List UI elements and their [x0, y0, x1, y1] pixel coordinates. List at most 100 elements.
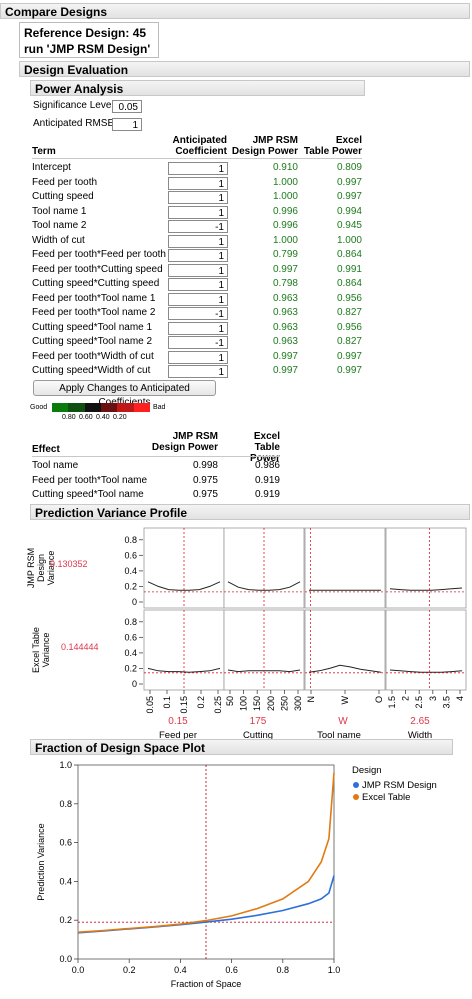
term-cell: Feed per tooth*Tool name 1: [32, 292, 156, 304]
legend-swatch: [52, 403, 69, 412]
coefficient-input[interactable]: 1: [168, 278, 228, 291]
fds-legend-label: Excel Table: [362, 792, 410, 803]
table-row: Feed per tooth*Tool name 2 -1 0.963 0.827: [32, 306, 362, 320]
coefficient-input[interactable]: 1: [168, 205, 228, 219]
table-row: Tool name 0.998 0.986: [32, 459, 282, 473]
pvp-factor-name: Tool name: [317, 730, 361, 741]
fds-ytick-label: 0.2: [59, 915, 72, 925]
fds-legend-label: JMP RSM Design: [362, 780, 437, 791]
header-rule: [32, 158, 362, 159]
excel-power-cell: 0.864: [336, 249, 362, 260]
table-row: Feed per tooth*Tool name 1 1 0.963 0.956: [32, 292, 362, 306]
pvp-row1-label-line: JMP RSM: [26, 548, 36, 588]
table-row: Cutting speed*Cutting speed 1 0.798 0.864: [32, 277, 362, 291]
excel-power-cell: 0.956: [336, 292, 362, 304]
pvp-panel: [385, 609, 467, 691]
effects-header-effect[interactable]: Effect: [32, 444, 60, 455]
power-color-legend: [52, 403, 150, 412]
fds-header[interactable]: Fraction of Design Space Plot: [30, 739, 453, 755]
fds-ytick-label: 0.4: [59, 876, 72, 886]
legend-good-label: Good: [30, 404, 48, 411]
pvp-xtick-label: 150: [252, 696, 262, 711]
pvp-factor-value: W: [338, 716, 348, 727]
power-analysis-header[interactable]: Power Analysis: [30, 80, 365, 96]
pvp-ytick-label: 0.2: [124, 663, 137, 673]
pvp-xtick-label: 0.25: [213, 696, 223, 714]
term-cell: Cutting speed*Tool name 2: [32, 336, 153, 347]
pvp-xtick-label: 1.5: [387, 696, 397, 709]
fds-legend-marker: [353, 782, 359, 788]
effects-header-jmp[interactable]: JMP RSM Design Power: [151, 431, 218, 453]
fds-legend-marker: [353, 794, 359, 800]
coefficient-input[interactable]: -1: [168, 307, 228, 320]
table-row: Feed per tooth*Tool name 0.975 0.919: [32, 474, 282, 488]
table-row: Feed per tooth*Cutting speed 1 0.997 0.991: [32, 263, 362, 277]
col-header-excel-power[interactable]: Excel Table Power: [303, 135, 362, 157]
excel-power-cell: 0.827: [336, 336, 362, 347]
coefficient-input[interactable]: 1: [168, 321, 228, 335]
pvp-xtick-label: 2.5: [414, 696, 424, 709]
design-evaluation-header[interactable]: Design Evaluation: [19, 61, 470, 77]
pvp-xtick-label: 3: [428, 696, 438, 701]
table-row: Feed per tooth*Feed per tooth 1 0.799 0.864: [32, 248, 362, 262]
excel-power-cell: 0.956: [336, 321, 362, 333]
reference-design-box: Reference Design: 45 run 'JMP RSM Design…: [19, 22, 159, 58]
table-row: Cutting speed 1 1.000 0.997: [32, 190, 362, 204]
jmp-power-cell: 0.997: [272, 365, 298, 376]
table-row: Width of cut 1 1.000 1.000: [32, 234, 362, 248]
excel-power-cell: 1.000: [336, 234, 362, 246]
table-row: Cutting speed*Tool name 2 -1 0.963 0.827: [32, 335, 362, 349]
fds-ytick-label: 0.6: [59, 838, 72, 848]
legend-swatch: [68, 403, 85, 412]
coefficient-input[interactable]: -1: [168, 220, 228, 233]
table-row: Cutting speed*Tool name 0.975 0.919: [32, 488, 282, 502]
col-header-jmp-power[interactable]: JMP RSM Design Power: [231, 135, 298, 157]
table-row: Intercept 1 0.910 0.809: [32, 161, 362, 175]
coefficient-input[interactable]: 1: [168, 234, 228, 248]
effects-header-excel[interactable]: Excel Table Power: [249, 431, 280, 464]
term-cell: Intercept: [32, 162, 71, 173]
pvp-row1-label-line: Variance: [46, 551, 56, 586]
coefficient-input[interactable]: 1: [168, 191, 228, 204]
coefficient-input[interactable]: 1: [168, 350, 228, 364]
coefficient-input[interactable]: -1: [168, 336, 228, 349]
coefficient-input[interactable]: 1: [168, 292, 228, 306]
table-row: Cutting speed*Tool name 1 1 0.963 0.956: [32, 321, 362, 335]
rmse-label: Anticipated RMSE: [33, 118, 115, 129]
pvp-xtick-label: 4: [455, 696, 465, 701]
excel-power-cell: 0.809: [336, 162, 362, 173]
fds-xtick-label: 0.4: [174, 965, 187, 975]
jmp-power-cell: 0.996: [272, 205, 298, 217]
excel-power-cell: 0.864: [336, 278, 362, 289]
fds-ytick-label: 0.8: [59, 799, 72, 809]
jmp-power-cell: 0.963: [272, 292, 298, 304]
jmp-power-cell: 0.997: [272, 263, 298, 275]
pvp-curve: [147, 581, 221, 591]
rmse-input[interactable]: 1: [112, 118, 142, 131]
apply-changes-button[interactable]: Apply Changes to Anticipated Coefficient…: [33, 380, 216, 408]
effect-cell: Feed per tooth*Tool name: [32, 474, 148, 486]
compare-designs-header[interactable]: Compare Designs: [0, 3, 470, 19]
term-cell: Feed per tooth*Cutting speed: [32, 263, 163, 275]
pvp-xtick-label: 3.5: [441, 696, 451, 709]
pvp-header[interactable]: Prediction Variance Profile: [30, 504, 470, 520]
coefficient-input[interactable]: 1: [168, 249, 228, 262]
term-cell: Tool name 1: [32, 205, 87, 217]
coefficient-input[interactable]: 1: [168, 162, 228, 175]
pvp-curve: [389, 669, 463, 673]
term-cell: Cutting speed*Cutting speed: [32, 278, 160, 289]
jmp-power-cell: 1.000: [272, 234, 298, 246]
col-header-term[interactable]: Term: [32, 146, 56, 157]
col-header-coefficient[interactable]: Anticipated Coefficient: [172, 135, 227, 157]
coefficient-input[interactable]: 1: [168, 263, 228, 277]
table-row: Feed per tooth*Width of cut 1 0.997 0.997: [32, 350, 362, 364]
coefficient-input[interactable]: 1: [168, 176, 228, 190]
pvp-ytick-label: 0.8: [124, 617, 137, 627]
significance-input[interactable]: 0.05: [112, 100, 142, 113]
coefficient-input[interactable]: 1: [168, 365, 228, 378]
effect-excel-cell: 0.919: [254, 489, 280, 500]
term-cell: Feed per tooth*Feed per tooth: [32, 249, 166, 260]
jmp-power-cell: 0.997: [272, 350, 298, 362]
legend-bad-label: Bad: [153, 404, 166, 411]
effect-jmp-cell: 0.975: [192, 474, 218, 486]
